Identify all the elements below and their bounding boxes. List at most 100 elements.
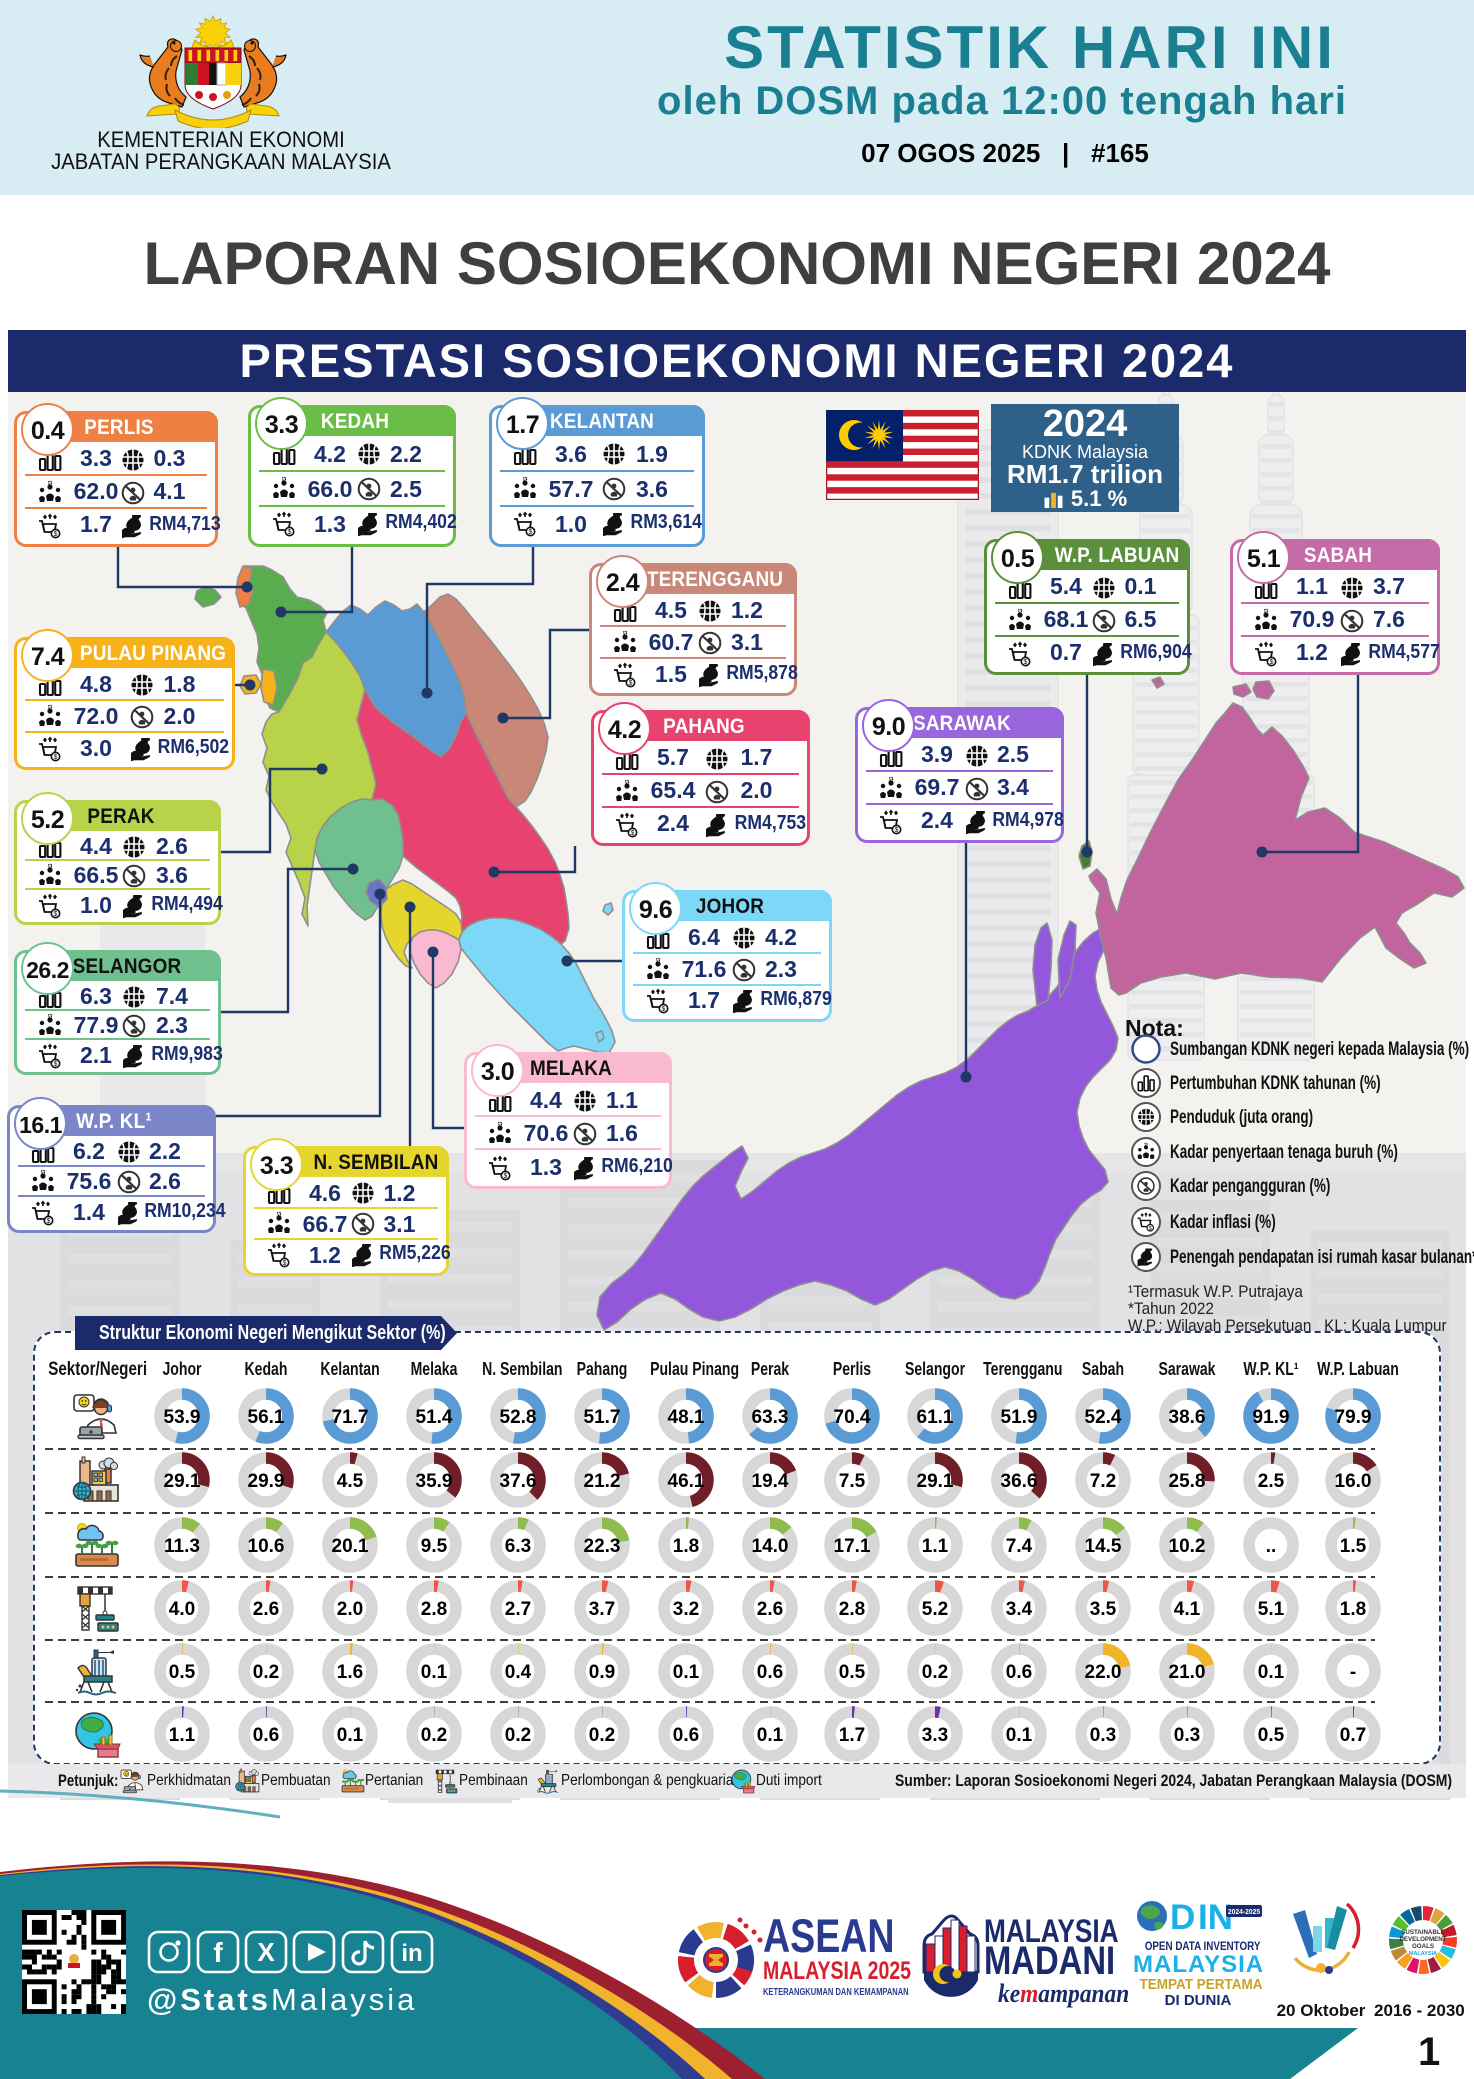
svg-text:$: $ [631,830,635,837]
svg-text:61.1: 61.1 [917,1407,954,1428]
svg-text:35.9: 35.9 [416,1471,453,1492]
svg-text:22.0: 22.0 [1085,1662,1122,1683]
svg-text:$: $ [504,1173,508,1180]
svg-text:2.8: 2.8 [421,1599,447,1620]
svg-text:29.1: 29.1 [917,1471,954,1492]
svg-text:DEVELOPMENT: DEVELOPMENT [1399,1936,1446,1943]
svg-text:51.7: 51.7 [584,1407,621,1428]
svg-text:0.6: 0.6 [757,1662,783,1683]
svg-text:0.2: 0.2 [589,1725,615,1746]
svg-text:3.3: 3.3 [922,1725,948,1746]
svg-text:51.9: 51.9 [1001,1407,1038,1428]
svg-text:10.2: 10.2 [1169,1536,1206,1557]
svg-text:kemampanan: kemampanan [998,1980,1129,2008]
svg-text:0.6: 0.6 [1006,1662,1032,1683]
svg-text:63.3: 63.3 [752,1407,789,1428]
svg-text:2.8: 2.8 [839,1599,865,1620]
svg-text:14.5: 14.5 [1085,1536,1122,1557]
svg-text:MALAYSIA: MALAYSIA [984,1915,1119,1950]
svg-text:GOALS: GOALS [1412,1943,1434,1950]
svg-text:1.1: 1.1 [169,1725,196,1746]
svg-text:4.1: 4.1 [1174,1599,1201,1620]
svg-text:70.4: 70.4 [834,1407,871,1428]
svg-text:$: $ [1270,659,1274,666]
svg-text:7.4: 7.4 [1006,1536,1033,1557]
svg-text:0.9: 0.9 [589,1662,615,1683]
svg-text:6.3: 6.3 [505,1536,531,1557]
svg-text:3.4: 3.4 [1006,1599,1033,1620]
svg-text:5.1: 5.1 [1258,1599,1285,1620]
svg-text:71.7: 71.7 [332,1407,369,1428]
svg-text:1.7: 1.7 [839,1725,865,1746]
svg-text:0.1: 0.1 [337,1725,364,1746]
svg-text:2.6: 2.6 [253,1599,279,1620]
svg-text:MALAYSIA: MALAYSIA [1409,1951,1437,1957]
svg-text:0.2: 0.2 [421,1725,447,1746]
svg-text:11.3: 11.3 [164,1536,200,1557]
svg-text:14.0: 14.0 [752,1536,789,1557]
svg-text:0.4: 0.4 [505,1662,532,1683]
svg-text:56.1: 56.1 [248,1407,285,1428]
svg-text:9.5: 9.5 [421,1536,448,1557]
svg-text:7.5: 7.5 [839,1471,866,1492]
svg-text:0.2: 0.2 [922,1662,948,1683]
svg-text:MADANI: MADANI [984,1938,1115,1983]
svg-text:0.3: 0.3 [1174,1725,1200,1746]
svg-text:$: $ [54,1061,58,1068]
svg-text:ASEAN: ASEAN [763,1910,895,1963]
svg-text:0.6: 0.6 [253,1725,279,1746]
svg-text:29.1: 29.1 [164,1471,201,1492]
svg-text:$: $ [54,911,58,918]
svg-text:0.1: 0.1 [1258,1662,1285,1683]
svg-text:0.1: 0.1 [757,1725,784,1746]
svg-text:2.6: 2.6 [757,1599,783,1620]
svg-text:3.5: 3.5 [1090,1599,1117,1620]
svg-text:1.1: 1.1 [922,1536,949,1557]
svg-text:29.9: 29.9 [248,1471,285,1492]
svg-text:1.8: 1.8 [1340,1599,1366,1620]
svg-text:f: f [213,1937,223,1968]
svg-text:21.2: 21.2 [584,1471,621,1492]
svg-text:0.2: 0.2 [253,1662,279,1683]
svg-text:5.2: 5.2 [922,1599,948,1620]
svg-text:0.7: 0.7 [1340,1725,1366,1746]
svg-text:$: $ [662,1006,666,1013]
svg-text:in: in [401,1940,422,1967]
svg-text:$: $ [1024,659,1028,666]
svg-text:19.4: 19.4 [752,1471,789,1492]
svg-text:0.5: 0.5 [839,1662,866,1683]
svg-text:46.1: 46.1 [668,1471,705,1492]
svg-text:$: $ [1149,1226,1152,1232]
svg-text:38.6: 38.6 [1169,1407,1206,1428]
svg-text:$: $ [895,827,899,834]
svg-text:D: D [1170,1898,1195,1934]
svg-text:52.8: 52.8 [500,1407,537,1428]
svg-text:4.5: 4.5 [337,1471,364,1492]
svg-text:Struktur Ekonomi Negeri Mengik: Struktur Ekonomi Negeri Mengikut Sektor … [99,1321,446,1343]
svg-text:0.6: 0.6 [673,1725,699,1746]
svg-text:22.3: 22.3 [584,1536,621,1557]
svg-text:$: $ [47,1218,51,1225]
svg-text:7.2: 7.2 [1090,1471,1116,1492]
svg-text:$: $ [54,531,58,538]
svg-text:79.9: 79.9 [1335,1407,1372,1428]
svg-text:1.6: 1.6 [337,1662,363,1683]
svg-text:-: - [1350,1662,1356,1683]
svg-text:0.1: 0.1 [421,1662,448,1683]
svg-text:$: $ [288,529,292,536]
svg-text:25.8: 25.8 [1169,1471,1206,1492]
svg-text:91.9: 91.9 [1253,1407,1290,1428]
svg-text:0.2: 0.2 [505,1725,531,1746]
svg-text:51.4: 51.4 [416,1407,453,1428]
svg-text:MALAYSIA 2025: MALAYSIA 2025 [763,1957,911,1985]
svg-text:$: $ [54,754,58,761]
svg-text:48.1: 48.1 [668,1407,705,1428]
svg-text:17.1: 17.1 [834,1536,871,1557]
svg-text:0.1: 0.1 [1006,1725,1033,1746]
svg-text:10.6: 10.6 [248,1536,285,1557]
svg-text:$: $ [529,529,533,536]
svg-text:KETERANGKUMAN DAN KEMAMPANAN: KETERANGKUMAN DAN KEMAMPANAN [763,1986,909,1997]
svg-text:2024-2025: 2024-2025 [1228,1908,1260,1916]
svg-text:52.4: 52.4 [1085,1407,1122,1428]
svg-text:20.1: 20.1 [332,1536,369,1557]
